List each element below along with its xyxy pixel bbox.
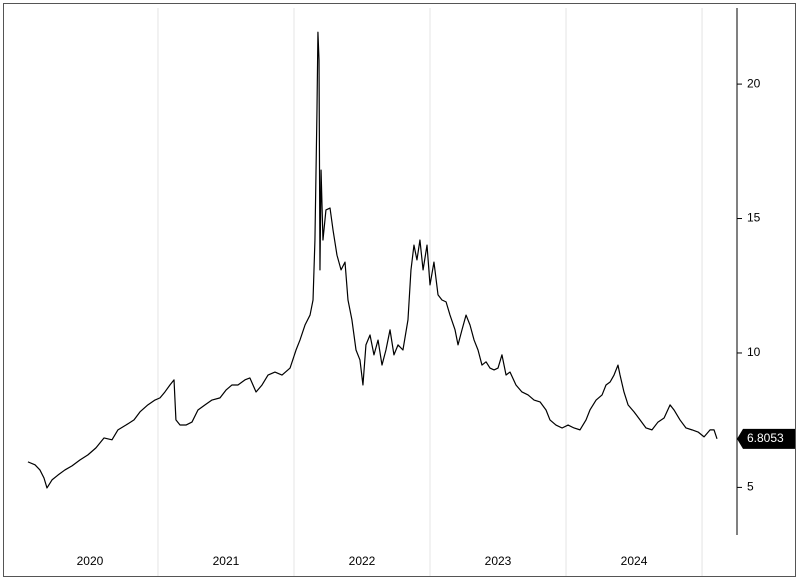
price-line xyxy=(27,31,718,489)
x-tick-label: 2023 xyxy=(485,554,512,568)
chart-frame xyxy=(3,3,796,577)
y-tick-label: 15 xyxy=(747,211,761,225)
y-tick-label: 5 xyxy=(747,480,754,494)
last-value-label: 6.8053 xyxy=(747,431,784,445)
x-tick-label: 2020 xyxy=(77,554,104,568)
last-value-badge: 6.8053 xyxy=(737,428,795,449)
y-tick-label: 20 xyxy=(747,76,761,90)
x-tick-label: 2021 xyxy=(213,554,240,568)
y-tick-label: 10 xyxy=(747,345,761,359)
x-tick-label: 2022 xyxy=(349,554,376,568)
x-tick-label: 2024 xyxy=(621,554,648,568)
last-value-box xyxy=(737,428,795,449)
